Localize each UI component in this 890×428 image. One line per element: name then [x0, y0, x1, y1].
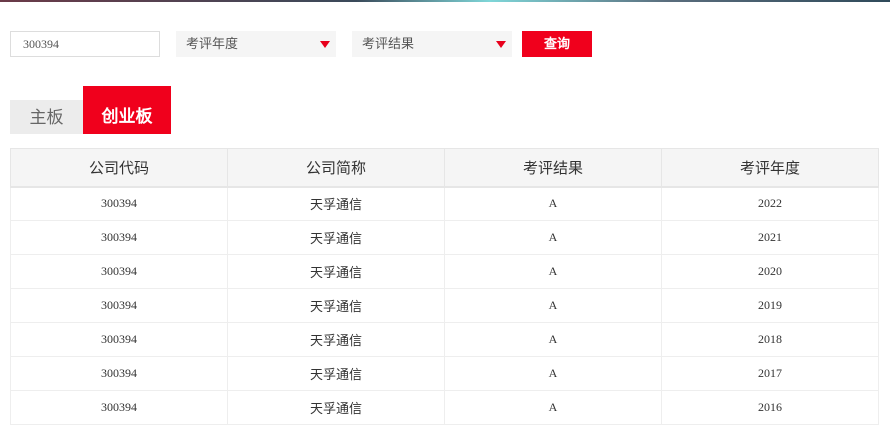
result-select[interactable]: 考评结果	[352, 31, 512, 57]
table-row: 300394 天孚通信 A 2021	[10, 220, 879, 255]
cell-company-name: 天孚通信	[227, 288, 445, 323]
cell-company-code: 300394	[10, 186, 228, 221]
cell-company-name: 天孚通信	[227, 356, 445, 391]
cell-company-code: 300394	[10, 288, 228, 323]
cell-company-name: 天孚通信	[227, 254, 445, 289]
cell-result: A	[444, 356, 662, 391]
cell-result: A	[444, 220, 662, 255]
cell-company-code: 300394	[10, 220, 228, 255]
cell-company-name: 天孚通信	[227, 322, 445, 357]
tab-main-board[interactable]: 主板	[10, 100, 83, 134]
table-header-row: 公司代码 公司简称 考评结果 考评年度	[10, 148, 879, 188]
cell-year: 2022	[661, 186, 879, 221]
caret-down-icon	[496, 41, 506, 48]
cell-result: A	[444, 322, 662, 357]
caret-down-icon	[320, 41, 330, 48]
table-row: 300394 天孚通信 A 2017	[10, 356, 879, 391]
cell-company-code: 300394	[10, 356, 228, 391]
cell-year: 2020	[661, 254, 879, 289]
year-select-label: 考评年度	[186, 36, 239, 51]
cell-year: 2017	[661, 356, 879, 391]
table-row: 300394 天孚通信 A 2018	[10, 322, 879, 357]
year-select[interactable]: 考评年度	[176, 31, 336, 57]
cell-company-name: 天孚通信	[227, 186, 445, 221]
cell-year: 2016	[661, 390, 879, 425]
table-row: 300394 天孚通信 A 2019	[10, 288, 879, 323]
table-row: 300394 天孚通信 A 2022	[10, 186, 879, 221]
cell-company-name: 天孚通信	[227, 390, 445, 425]
cell-result: A	[444, 390, 662, 425]
query-button[interactable]: 查询	[522, 31, 592, 57]
header-result: 考评结果	[444, 148, 662, 188]
tab-chinext[interactable]: 创业板	[83, 86, 171, 134]
cell-company-code: 300394	[10, 322, 228, 357]
cell-result: A	[444, 186, 662, 221]
table-row: 300394 天孚通信 A 2020	[10, 254, 879, 289]
header-company-code: 公司代码	[10, 148, 228, 188]
cell-company-code: 300394	[10, 254, 228, 289]
header-company-name: 公司简称	[227, 148, 445, 188]
cell-year: 2021	[661, 220, 879, 255]
table-row: 300394 天孚通信 A 2016	[10, 390, 879, 425]
top-gradient-bar	[0, 0, 890, 2]
cell-company-name: 天孚通信	[227, 220, 445, 255]
cell-company-code: 300394	[10, 390, 228, 425]
cell-year: 2019	[661, 288, 879, 323]
cell-result: A	[444, 254, 662, 289]
company-code-input[interactable]	[10, 31, 160, 57]
result-select-label: 考评结果	[362, 36, 415, 51]
cell-result: A	[444, 288, 662, 323]
cell-year: 2018	[661, 322, 879, 357]
header-year: 考评年度	[661, 148, 879, 188]
results-table: 公司代码 公司简称 考评结果 考评年度 300394 天孚通信 A 2022 30039…	[10, 148, 879, 425]
